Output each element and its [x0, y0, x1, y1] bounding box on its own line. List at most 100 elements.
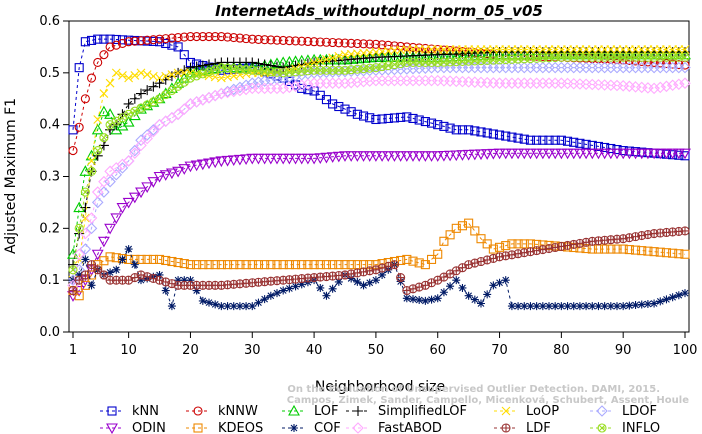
data-point [309, 65, 319, 75]
data-point [556, 45, 566, 54]
data-point [476, 127, 486, 137]
data-point [477, 299, 485, 308]
data-point [648, 148, 661, 160]
data-point [532, 45, 542, 54]
data-point [358, 111, 369, 121]
data-point [295, 79, 308, 92]
data-point [227, 85, 240, 98]
data-point [242, 302, 251, 311]
legend-item-ldf: LDF [494, 421, 551, 434]
data-point [493, 148, 506, 160]
data-point [668, 248, 678, 258]
legend-label: LOF [314, 404, 339, 419]
data-point [371, 276, 380, 285]
data-point [111, 68, 121, 78]
data-point [376, 151, 389, 162]
data-point [575, 45, 585, 54]
data-point [643, 246, 653, 256]
data-point [606, 45, 616, 54]
data-point [431, 51, 444, 62]
data-point [501, 131, 511, 141]
data-point [154, 254, 165, 264]
data-point [229, 33, 239, 43]
data-point [588, 302, 597, 311]
data-point [499, 148, 512, 160]
data-point [563, 302, 572, 311]
data-point [413, 51, 426, 62]
data-point [315, 37, 325, 47]
data-point [439, 236, 449, 246]
data-point [513, 239, 523, 249]
data-point [86, 35, 97, 45]
data-point [383, 113, 393, 123]
data-point [562, 52, 573, 62]
data-point [600, 142, 610, 153]
data-point [136, 68, 146, 78]
data-point [488, 244, 498, 254]
series-loop [68, 45, 690, 285]
data-point [179, 259, 189, 269]
data-point [124, 37, 134, 47]
data-point [320, 152, 333, 164]
data-point [80, 94, 90, 104]
data-point [167, 70, 177, 79]
data-point [110, 213, 123, 225]
data-point [130, 71, 140, 80]
legend-item-cof: COF [282, 421, 341, 434]
data-point [86, 260, 97, 270]
data-point [655, 45, 665, 54]
data-point [328, 99, 338, 109]
data-point [575, 52, 585, 62]
data-point [105, 252, 115, 262]
data-point [148, 71, 158, 81]
data-point [495, 278, 504, 287]
x-tick-label: 20 [182, 343, 199, 358]
data-point [191, 61, 202, 72]
data-point [624, 45, 634, 54]
data-point [592, 148, 605, 160]
data-point [346, 107, 356, 117]
data-point [221, 155, 234, 167]
data-point [357, 75, 370, 88]
data-point [672, 148, 685, 160]
data-point [624, 245, 634, 255]
legend-label: kNN [132, 404, 159, 419]
legend-item-fastabod: FastABOD [346, 421, 442, 434]
data-point [179, 32, 189, 42]
data-point [80, 213, 90, 223]
data-point [272, 260, 282, 270]
x-tick-label: 1 [69, 343, 77, 358]
data-point [427, 45, 436, 54]
data-point [662, 295, 671, 304]
data-point [660, 148, 673, 160]
data-point [501, 241, 511, 251]
data-point [346, 38, 356, 48]
data-point [301, 153, 314, 165]
data-point [68, 125, 78, 135]
data-point [674, 52, 684, 62]
data-point [680, 151, 690, 161]
data-point [580, 148, 593, 160]
y-axis-label: Adjusted Maximum F1 [3, 98, 19, 254]
data-point [161, 34, 171, 44]
data-point [512, 148, 525, 160]
data-point [74, 275, 84, 285]
data-point [351, 151, 364, 162]
data-point [654, 81, 667, 94]
data-point [161, 255, 171, 266]
data-point [389, 260, 400, 270]
data-point [462, 149, 475, 161]
legend-label: LDOF [622, 404, 657, 419]
data-point [586, 148, 599, 160]
data-point [488, 45, 498, 54]
data-point [253, 34, 264, 44]
series-cof [69, 245, 689, 311]
data-point [283, 153, 296, 165]
data-point [489, 281, 498, 290]
data-point [264, 153, 277, 165]
data-point [407, 51, 419, 62]
data-point [173, 68, 183, 78]
data-point [378, 270, 387, 279]
data-point [116, 119, 129, 131]
data-point [439, 45, 449, 54]
